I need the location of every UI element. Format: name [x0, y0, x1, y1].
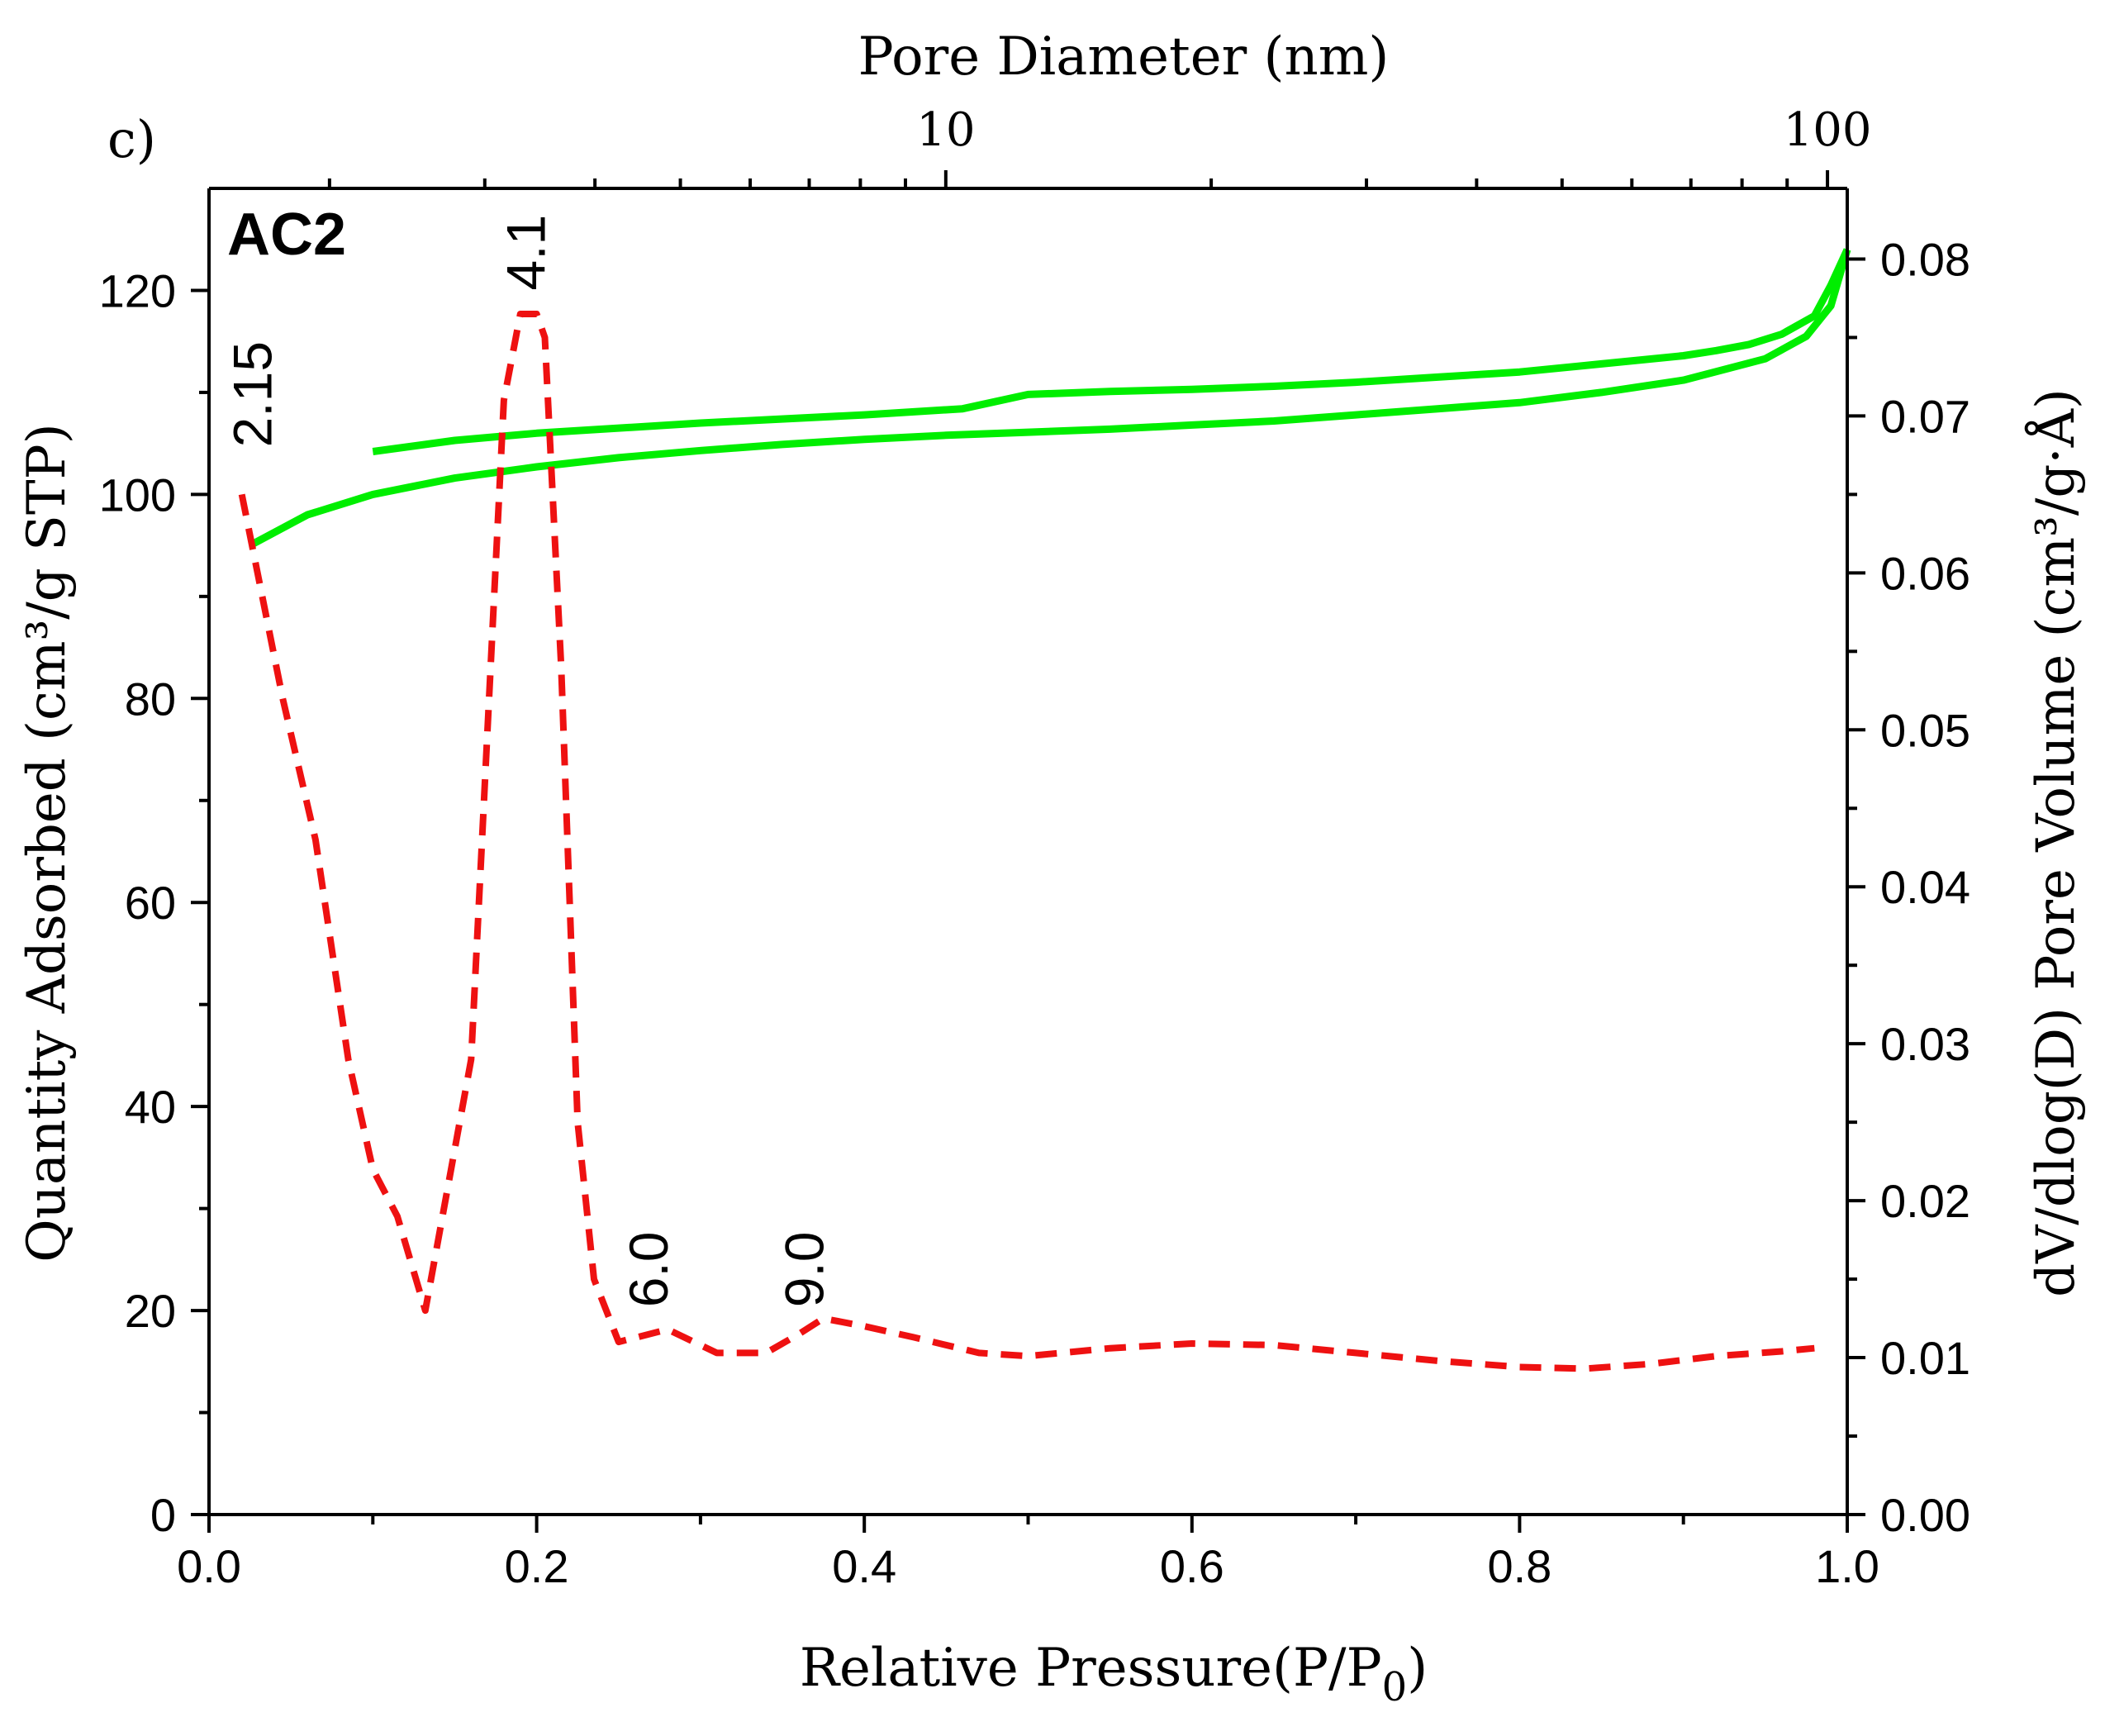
top-axis-title: Pore Diameter (nm) — [858, 26, 1390, 88]
peak-label: 9.0 — [774, 1232, 835, 1308]
peak-label: 6.0 — [618, 1232, 679, 1308]
left-axis-title: Quantity Adsorbed (cm³/g STP) — [17, 423, 78, 1262]
left-tick-label: 0 — [150, 1489, 176, 1541]
right-axis-title: dV/dlog(D) Pore Volume (cm³/g·Å) — [2025, 388, 2087, 1297]
bottom-tick-label: 1.0 — [1815, 1540, 1879, 1592]
left-tick-label: 100 — [99, 468, 176, 521]
series-layer — [238, 248, 1851, 1372]
peak-label: 4.1 — [496, 215, 557, 291]
right-tick-label: 0.06 — [1880, 547, 1970, 599]
bottom-axis-title: Relative Pressure(P/P0) — [800, 1638, 1428, 1710]
panel-label: c) — [107, 109, 156, 169]
bottom-tick-label: 0.8 — [1487, 1540, 1551, 1592]
labels-layer: c) AC2 Pore Diameter (nm) Relative Press… — [17, 26, 2087, 1710]
right-tick-label: 0.05 — [1880, 704, 1970, 756]
left-tick-label: 120 — [99, 264, 176, 316]
right-tick-label: 0.07 — [1880, 390, 1970, 442]
right-tick-label: 0.04 — [1880, 861, 1970, 913]
bottom-axis-title-subscript: 0 — [1382, 1664, 1408, 1710]
right-tick-label: 0.00 — [1880, 1489, 1970, 1541]
right-tick-label: 0.01 — [1880, 1332, 1970, 1384]
right-tick-label: 0.08 — [1880, 233, 1970, 285]
bottom-tick-label: 0.2 — [505, 1540, 569, 1592]
peak-label: 2.15 — [221, 341, 283, 447]
left-tick-label: 80 — [125, 673, 176, 725]
right-tick-label: 0.03 — [1880, 1018, 1970, 1070]
top-tick-label: 100 — [1784, 103, 1872, 157]
desorption-line — [372, 248, 1851, 455]
top-tick-label: 10 — [916, 103, 975, 157]
left-tick-label: 60 — [125, 877, 176, 929]
bottom-axis-title-main: Relative Pressure(P/P — [800, 1638, 1382, 1699]
bottom-axis-title-suffix: ) — [1407, 1638, 1428, 1699]
pore-distribution-line — [238, 311, 1815, 1372]
axes-layer — [191, 170, 1865, 1533]
sample-label: AC2 — [227, 202, 346, 268]
right-tick-label: 0.02 — [1880, 1175, 1970, 1227]
bottom-tick-label: 0.6 — [1160, 1540, 1224, 1592]
bottom-tick-label: 0.0 — [177, 1540, 241, 1592]
left-tick-label: 40 — [125, 1081, 176, 1133]
left-tick-label: 20 — [125, 1285, 176, 1337]
adsorption-line — [248, 248, 1851, 549]
bottom-tick-label: 0.4 — [832, 1540, 896, 1592]
